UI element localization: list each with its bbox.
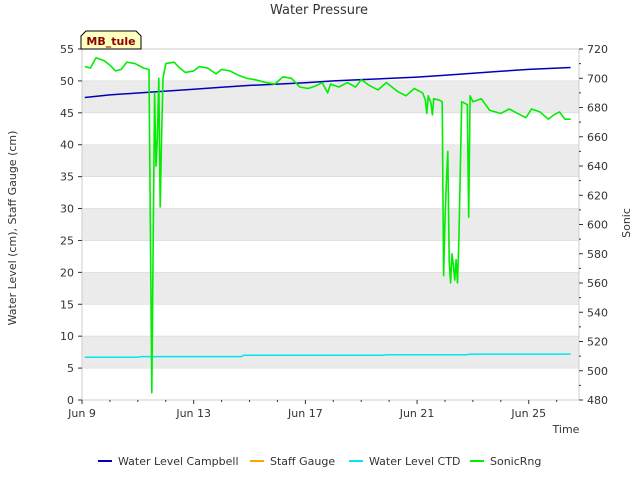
x-tick-label-13: Jun 13 [175,407,211,420]
axes: 0 5 10 15 20 25 30 35 40 45 50 55 480 500 520 540 560 580… [60,43,608,420]
y-left-tick-label-10: 10 [60,330,74,343]
y-axis-label-left: Water Level (cm), Staff Gauge (cm) [6,131,19,326]
legend-label-staff-gauge: Staff Gauge [270,455,335,468]
y-right-tick-label-640: 640 [587,160,608,173]
legend-label-water-level-ctd: Water Level CTD [369,455,460,468]
y-left-tick-label-35: 35 [60,171,74,184]
y-right-tick-label-700: 700 [587,72,608,85]
y-left-tick-label-5: 5 [67,362,74,375]
y-right-tick-label-540: 540 [587,306,608,319]
x-tick-label-17: Jun 17 [287,407,323,420]
y-right-tick-label-660: 660 [587,131,608,144]
x-tick-label-25: Jun 25 [510,407,546,420]
y-left-tick-label-55: 55 [60,43,74,56]
y-right-tick-label-720: 720 [587,43,608,56]
band-5 [82,336,579,369]
band-15 [82,272,579,305]
y-left-tick-label-30: 30 [60,203,74,216]
y-left-tick-label-50: 50 [60,75,74,88]
x-axis-label: Time [552,423,580,436]
x-tick-label-21: Jun 21 [399,407,435,420]
y-right-tick-label-520: 520 [587,336,608,349]
site-label-tag [80,30,142,50]
legend-label-sonicrng: SonicRng [490,455,541,468]
y-right-tick-label-680: 680 [587,102,608,115]
site-label-box: MB_tule [80,30,142,50]
y-right-tick-label-480: 480 [587,394,608,407]
y-right-tick-label-560: 560 [587,277,608,290]
series-line-water-level-ctd [84,353,571,358]
y-right-tick-label-500: 500 [587,365,608,378]
series-line-sonicrng [84,57,571,394]
y-right-tick-label-580: 580 [587,248,608,261]
series-line-water-level-campbell [84,66,571,99]
legend-label-water-level-campbell: Water Level Campbell [118,455,239,468]
background-bands [82,80,579,369]
y-left-tick-label-20: 20 [60,266,74,279]
series-lines [84,57,571,394]
y-left-tick-label-45: 45 [60,107,74,120]
site-label: MB_tule [86,35,135,48]
y-axis-label-right: Sonic [620,208,633,238]
y-left-tick-label-25: 25 [60,234,74,247]
band-35 [82,144,579,177]
y-left-tick-label-40: 40 [60,139,74,152]
band-25 [82,208,579,241]
chart-title: Water Pressure [270,3,368,18]
y-left-tick-label-15: 15 [60,298,74,311]
y-right-tick-label-600: 600 [587,219,608,232]
y-left-tick-label-0: 0 [67,394,74,407]
x-tick-label-9: Jun 9 [67,407,96,420]
legend: Water Level Campbell Staff Gauge Water Lev… [98,455,541,468]
y-right-tick-label-620: 620 [587,189,608,202]
